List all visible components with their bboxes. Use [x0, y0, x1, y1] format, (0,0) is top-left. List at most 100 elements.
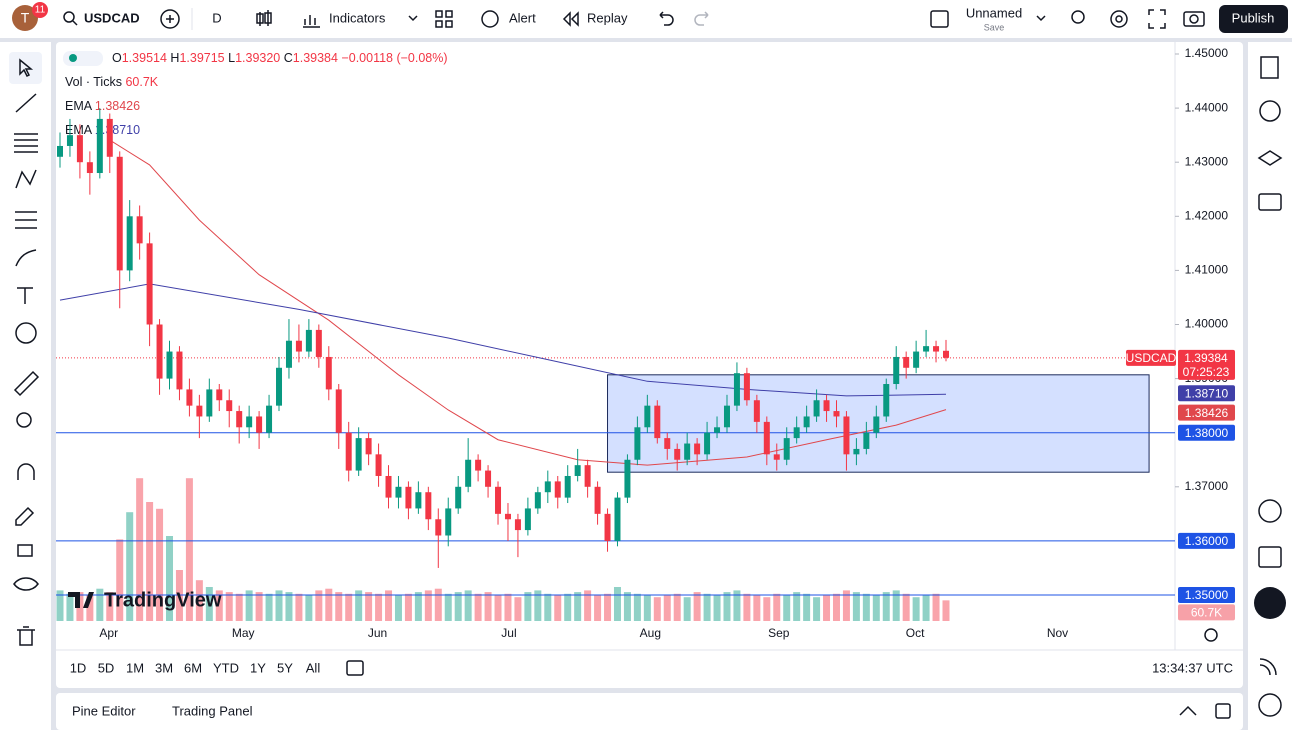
volume-bar: [723, 592, 731, 621]
chevron[interactable]: [408, 15, 418, 22]
chats[interactable]: [1258, 193, 1282, 211]
save-label[interactable]: Save: [984, 22, 1005, 32]
panel-tab[interactable]: Pine Editor: [72, 703, 136, 718]
alert-button[interactable]: Alert: [509, 10, 536, 25]
range-button[interactable]: 5Y: [277, 660, 293, 675]
volume-bar: [265, 593, 273, 621]
candle-body: [514, 519, 521, 531]
add-symbol[interactable]: [160, 9, 180, 29]
layouts-icon[interactable]: [435, 10, 453, 28]
range-button[interactable]: 6M: [184, 660, 202, 675]
redo[interactable]: [694, 11, 709, 26]
range-button[interactable]: All: [306, 660, 321, 675]
legend-value: 1.38710: [95, 123, 140, 137]
maximize-panel[interactable]: [1215, 703, 1231, 719]
y-tick-label: 1.45000: [1185, 46, 1229, 60]
measure-tool[interactable]: [13, 370, 40, 397]
volume-bar: [325, 588, 333, 621]
panel-tab[interactable]: Trading Panel: [172, 703, 253, 718]
candle-body: [853, 448, 860, 455]
range-button[interactable]: 5D: [98, 660, 115, 675]
candle-body: [425, 492, 432, 520]
zoom-tool[interactable]: [16, 412, 32, 428]
volume-tag: [1178, 604, 1235, 621]
prediction-tool[interactable]: [15, 211, 37, 229]
candle-body: [156, 324, 163, 379]
interval[interactable]: D: [212, 10, 221, 25]
help[interactable]: [1258, 693, 1282, 717]
chart-panel: [56, 42, 1243, 688]
y-tick-label: 1.41000: [1185, 263, 1229, 277]
fib-tool[interactable]: [14, 133, 38, 153]
candle-body: [96, 118, 103, 174]
go-to-date[interactable]: [346, 660, 364, 676]
hide-tool[interactable]: [13, 577, 39, 591]
layout-name[interactable]: Unnamed: [966, 5, 1022, 20]
stay-drawing[interactable]: [15, 506, 35, 526]
volume-bar: [235, 593, 243, 621]
undo[interactable]: [659, 11, 674, 26]
chevron[interactable]: [1036, 15, 1046, 22]
candle-body: [863, 432, 870, 449]
candle-body: [783, 438, 790, 460]
watchlist[interactable]: [1260, 56, 1279, 79]
legend-value: 1.38426: [95, 99, 140, 113]
lock-tool[interactable]: [17, 544, 33, 557]
volume-bar: [842, 590, 850, 621]
candle-body: [325, 356, 332, 390]
magnet-tool[interactable]: [17, 463, 35, 480]
emoji-tool[interactable]: [15, 322, 37, 344]
volume-bar: [404, 593, 412, 621]
settings[interactable]: [1110, 10, 1128, 28]
range-button[interactable]: 1M: [126, 660, 144, 675]
symbol-tag-label: USDCAD: [1126, 351, 1177, 365]
avatar[interactable]: [12, 5, 38, 31]
symbol[interactable]: USDCAD: [84, 10, 140, 25]
apps[interactable]: [1254, 587, 1286, 619]
quick-search[interactable]: [1071, 10, 1085, 24]
candle-body: [236, 411, 243, 428]
publish-button[interactable]: [1219, 5, 1288, 33]
range-button[interactable]: 1D: [70, 660, 87, 675]
volume-bar: [922, 595, 930, 621]
clock: 13:34:37 UTC: [1152, 660, 1233, 675]
volume-bar: [225, 592, 233, 621]
candle-body: [276, 367, 283, 406]
candle-body: [395, 486, 402, 498]
fullscreen[interactable]: [1148, 9, 1166, 29]
line-tool[interactable]: [15, 93, 37, 113]
replay-button[interactable]: Replay: [587, 10, 628, 25]
cursor-tool[interactable]: [19, 58, 34, 78]
text-tool[interactable]: [17, 287, 33, 304]
candle-body: [554, 481, 561, 498]
ideas[interactable]: [1258, 499, 1282, 523]
range-button[interactable]: 1Y: [250, 660, 266, 675]
brush-tool[interactable]: [15, 249, 37, 267]
candle-body: [415, 492, 422, 509]
candle-body: [435, 519, 442, 536]
pattern-tool[interactable]: [15, 169, 37, 189]
candle-body: [803, 416, 810, 428]
candle-body: [345, 432, 352, 471]
screenshot[interactable]: [1183, 11, 1205, 27]
expand-panel[interactable]: [1179, 705, 1197, 716]
candle-body: [644, 405, 651, 428]
alerts[interactable]: [1259, 100, 1281, 122]
trash-tool[interactable]: [17, 626, 35, 646]
signals[interactable]: [1259, 658, 1277, 676]
indicators-button[interactable]: Indicators: [329, 10, 386, 25]
tool-selected[interactable]: [9, 52, 42, 84]
calendar[interactable]: [1258, 546, 1282, 568]
volume-bar: [594, 595, 602, 621]
range-button[interactable]: 3M: [155, 660, 173, 675]
range-button[interactable]: YTD: [213, 660, 239, 675]
chart-type-icon[interactable]: [256, 10, 272, 26]
badge-count: 11: [35, 5, 46, 16]
x-tick-label: Sep: [768, 626, 790, 640]
price-axis: 1.45000 1.44000 1.43000 1.42000 1.41000 1.400…: [1126, 46, 1235, 621]
layers[interactable]: [1257, 150, 1283, 166]
axis-settings[interactable]: [1204, 628, 1218, 642]
volume-bar: [335, 592, 343, 621]
volume-bar: [524, 592, 532, 621]
volume-bar: [823, 595, 831, 621]
